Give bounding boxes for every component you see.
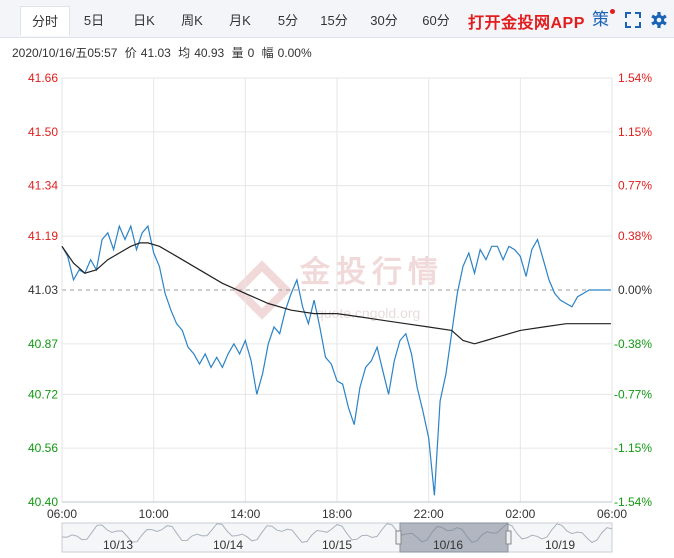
- open-app-link[interactable]: 打开金投网APP: [468, 15, 585, 32]
- y-tick-left: 40.87: [28, 337, 58, 351]
- settings-button[interactable]: [650, 8, 668, 32]
- y-tick-left: 41.03: [28, 283, 58, 297]
- x-tick-label: 14:00: [230, 507, 260, 521]
- y-tick-right: 0.00%: [618, 283, 652, 297]
- fullscreen-icon: [625, 12, 641, 28]
- x-tick-label: 06:00: [597, 507, 627, 521]
- fullscreen-button[interactable]: [624, 8, 642, 32]
- y-tick-left: 40.40: [28, 495, 58, 509]
- tab-15min[interactable]: 15分: [320, 13, 348, 28]
- price-label: 价: [124, 46, 137, 60]
- strategy-button[interactable]: 策: [592, 8, 615, 32]
- y-tick-left: 41.66: [28, 71, 58, 85]
- avg-label: 均: [178, 46, 191, 60]
- watermark-brand: 金投行情: [299, 255, 444, 290]
- navigator-date-label: 10/14: [213, 538, 243, 552]
- x-tick-label: 22:00: [414, 507, 444, 521]
- navigator-date-label: 10/19: [545, 538, 575, 552]
- strategy-icon: 策: [592, 10, 609, 29]
- navigator-date-label: 10/16: [433, 538, 463, 552]
- navigator-date-label: 10/15: [322, 538, 352, 552]
- watermark-site: quote.cngold.org: [316, 305, 420, 321]
- tab-weekly-k[interactable]: 周K: [181, 13, 203, 28]
- navigator-date-label: 10/13: [103, 538, 133, 552]
- y-tick-left: 40.56: [28, 441, 58, 455]
- y-tick-right: 0.38%: [618, 229, 652, 243]
- y-tick-left: 40.72: [28, 387, 58, 401]
- tab-5min[interactable]: 5分: [277, 13, 299, 28]
- navigator-handle-right: [505, 530, 512, 545]
- navigator-handle-left: [395, 530, 402, 545]
- tab-60min[interactable]: 60分: [422, 13, 450, 28]
- y-tick-right: -1.15%: [614, 441, 652, 455]
- change-label: 幅: [261, 46, 274, 60]
- x-tick-label: 18:00: [322, 507, 352, 521]
- y-tick-right: -0.38%: [614, 337, 652, 351]
- y-tick-right: 0.77%: [618, 179, 652, 193]
- y-tick-left: 41.19: [28, 229, 58, 243]
- y-tick-right: -1.54%: [614, 495, 652, 509]
- y-tick-left: 41.34: [28, 179, 58, 193]
- notification-dot: [610, 9, 615, 14]
- y-tick-right: -0.77%: [614, 387, 652, 401]
- x-tick-label: 10:00: [139, 507, 169, 521]
- quote-datetime: 2020/10/16/五05:57: [12, 46, 118, 60]
- period-toolbar: 分时 5日 日K 周K 月K 5分 15分 30分 60分 打开金投网APP 策: [0, 0, 674, 38]
- tab-30min[interactable]: 30分: [370, 13, 398, 28]
- navigator-mini-line: [61, 523, 613, 544]
- x-tick-label: 02:00: [505, 507, 535, 521]
- avg-value: 40.93: [194, 46, 225, 60]
- change-value: 0.00%: [277, 46, 312, 60]
- y-tick-right: 1.54%: [618, 71, 652, 85]
- tab-5day[interactable]: 5日: [83, 13, 105, 28]
- tab-monthly-k[interactable]: 月K: [229, 13, 251, 28]
- x-tick-label: 06:00: [47, 507, 77, 521]
- tab-intraday[interactable]: 分时: [20, 6, 70, 36]
- y-tick-right: 1.15%: [618, 125, 652, 139]
- average-series-line: [61, 242, 611, 345]
- price-series-line: [61, 224, 611, 496]
- volume-label: 量: [231, 46, 244, 60]
- tab-daily-k[interactable]: 日K: [133, 13, 155, 28]
- volume-value: 0: [247, 46, 255, 60]
- gear-icon: [651, 12, 667, 28]
- y-tick-left: 41.50: [28, 125, 58, 139]
- intraday-chart[interactable]: 金投行情 quote.cngold.org 41.66 1.54% 41.50 1.15%…: [0, 60, 674, 558]
- price-value: 41.03: [140, 46, 171, 60]
